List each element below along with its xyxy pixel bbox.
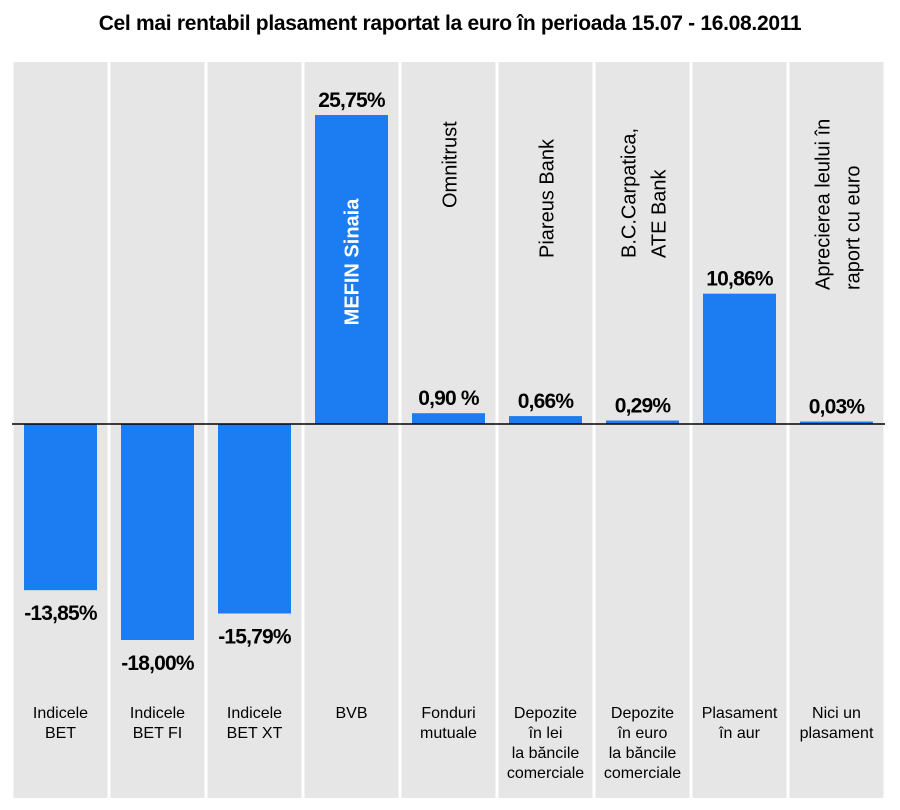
- bar: [800, 421, 873, 424]
- column-panel: [498, 62, 593, 798]
- category-label: în euro: [617, 725, 668, 742]
- column-annotation: Omnitrust: [440, 121, 462, 208]
- data-label: 10,86%: [706, 268, 774, 291]
- category-label: BET FI: [133, 725, 183, 742]
- category-label: în aur: [718, 725, 761, 742]
- column-panel: [595, 62, 690, 798]
- bar: [218, 424, 291, 614]
- bar: [315, 115, 388, 424]
- category-label: Indicele: [227, 705, 282, 722]
- category-label: Depozite: [514, 705, 577, 722]
- data-label: -13,85%: [24, 602, 98, 625]
- bar: [509, 416, 582, 424]
- data-label: 0,66%: [518, 390, 575, 413]
- column-annotation: ATE Bank: [649, 168, 671, 258]
- bar-annotation: MEFIN Sinaia: [342, 198, 364, 326]
- category-label: BET: [45, 725, 76, 742]
- category-label: Fonduri: [421, 705, 475, 722]
- data-label: 0,03%: [809, 396, 866, 419]
- category-label: BET XT: [227, 725, 283, 742]
- bar: [606, 420, 679, 424]
- column-annotation: B.C.Carpatica,: [619, 128, 641, 258]
- column-panel: [692, 62, 787, 798]
- category-label: în lei: [528, 725, 563, 742]
- category-label: plasament: [800, 725, 874, 742]
- data-label: 0,90 %: [418, 387, 480, 410]
- column-panel: [789, 62, 884, 798]
- column-annotation: Piareus Bank: [537, 138, 559, 258]
- category-label: BVB: [335, 705, 367, 722]
- data-label: 0,29%: [615, 395, 672, 418]
- category-label: Nici un: [812, 705, 861, 722]
- category-label: Depozite: [611, 705, 674, 722]
- data-label: -15,79%: [218, 625, 292, 648]
- data-label: 25,75%: [318, 89, 386, 112]
- column-annotation: Aprecierea leului în: [813, 119, 835, 290]
- bar: [121, 424, 194, 640]
- category-label: comerciale: [507, 765, 584, 782]
- category-label: Indicele: [130, 705, 185, 722]
- bar: [412, 413, 485, 424]
- chart-title: Cel mai rentabil plasament raportat la e…: [98, 12, 802, 35]
- category-label: la băncile: [512, 745, 580, 762]
- data-label: -18,00%: [121, 652, 195, 675]
- category-label: comerciale: [604, 765, 681, 782]
- category-label: la băncile: [609, 745, 677, 762]
- column-annotation: raport cu euro: [843, 165, 865, 290]
- bar: [24, 424, 97, 591]
- bar: [703, 293, 776, 424]
- category-label: mutuale: [420, 725, 477, 742]
- category-label: Indicele: [33, 705, 88, 722]
- column-panel: [401, 62, 496, 798]
- category-label: Plasament: [702, 705, 778, 722]
